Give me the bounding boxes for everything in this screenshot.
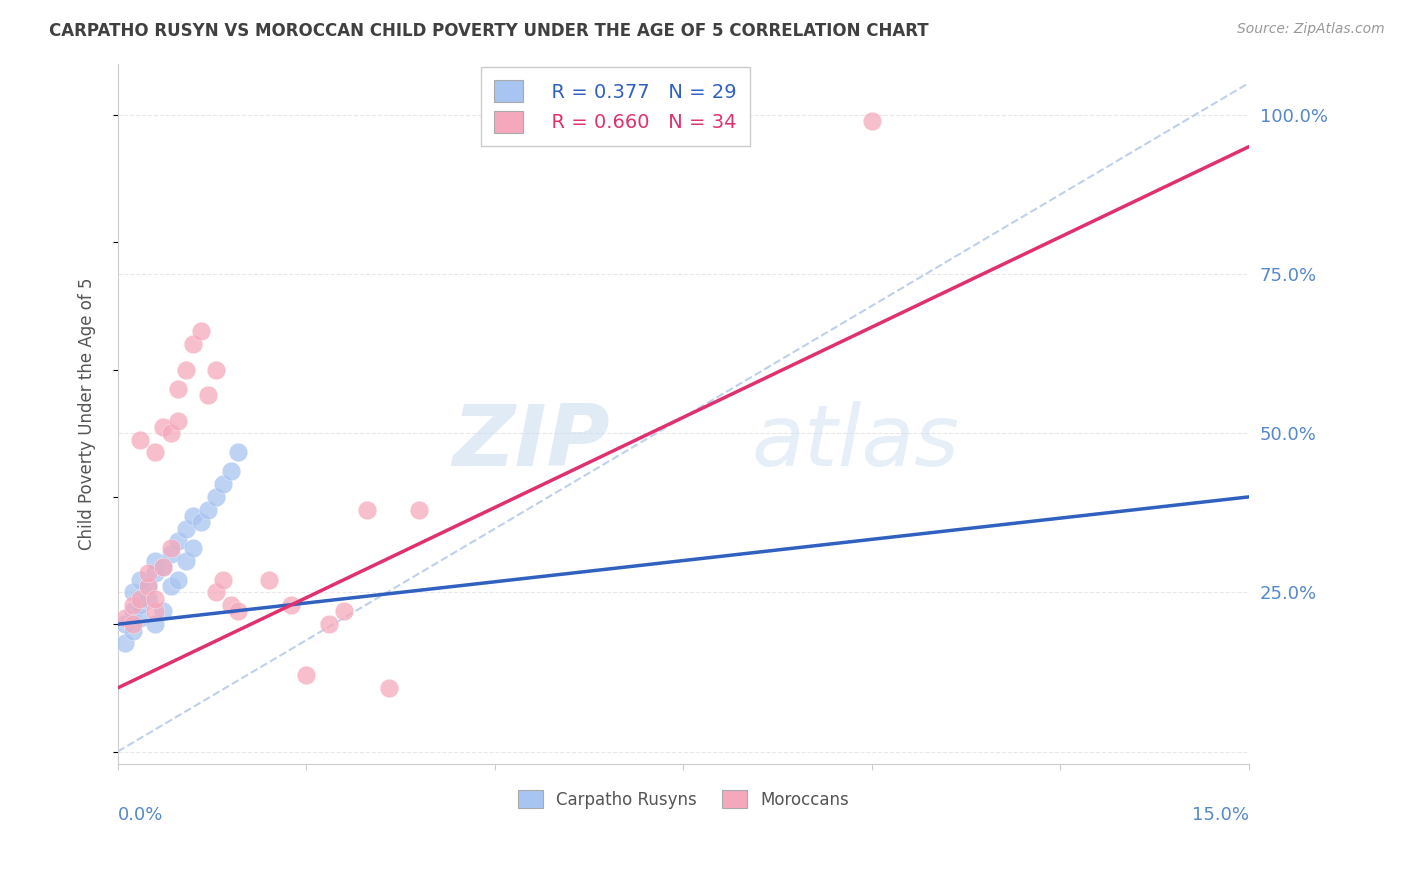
Point xyxy=(295,668,318,682)
Point xyxy=(204,362,226,376)
Point xyxy=(190,325,212,339)
Point xyxy=(152,420,174,434)
Point xyxy=(219,465,242,479)
Point xyxy=(145,617,167,632)
Point xyxy=(167,413,190,427)
Point xyxy=(204,490,226,504)
Point xyxy=(860,114,883,128)
Point xyxy=(228,445,250,459)
Point xyxy=(181,337,204,351)
Point xyxy=(167,573,190,587)
Point xyxy=(212,573,235,587)
Point xyxy=(122,624,145,638)
Point xyxy=(145,566,167,581)
Point xyxy=(122,605,145,619)
Point xyxy=(122,617,145,632)
Point xyxy=(280,598,302,612)
Point xyxy=(333,605,356,619)
Point xyxy=(167,382,190,396)
Point xyxy=(318,617,340,632)
Point xyxy=(212,477,235,491)
Point xyxy=(114,611,136,625)
Point xyxy=(122,598,145,612)
Point xyxy=(204,585,226,599)
Point xyxy=(228,605,250,619)
Point xyxy=(145,605,167,619)
Text: CARPATHO RUSYN VS MOROCCAN CHILD POVERTY UNDER THE AGE OF 5 CORRELATION CHART: CARPATHO RUSYN VS MOROCCAN CHILD POVERTY… xyxy=(49,22,929,40)
Point xyxy=(129,611,152,625)
Text: Source: ZipAtlas.com: Source: ZipAtlas.com xyxy=(1237,22,1385,37)
Point xyxy=(152,605,174,619)
Text: 0.0%: 0.0% xyxy=(118,806,163,824)
Point xyxy=(167,534,190,549)
Point xyxy=(152,560,174,574)
Point xyxy=(219,598,242,612)
Point xyxy=(197,502,219,516)
Point xyxy=(136,579,159,593)
Point xyxy=(145,553,167,567)
Point xyxy=(174,522,197,536)
Text: atlas: atlas xyxy=(751,401,959,483)
Point xyxy=(136,591,159,606)
Point xyxy=(159,426,181,441)
Point xyxy=(159,579,181,593)
Point xyxy=(378,681,401,695)
Point xyxy=(356,502,378,516)
Point xyxy=(136,579,159,593)
Point xyxy=(181,541,204,555)
Point xyxy=(129,591,152,606)
Point xyxy=(190,516,212,530)
Point xyxy=(129,573,152,587)
Point xyxy=(114,617,136,632)
Point xyxy=(152,560,174,574)
Legend: Carpatho Rusyns, Moroccans: Carpatho Rusyns, Moroccans xyxy=(508,780,859,819)
Point xyxy=(174,553,197,567)
Point xyxy=(136,566,159,581)
Point xyxy=(257,573,280,587)
Text: ZIP: ZIP xyxy=(453,401,610,483)
Point xyxy=(122,585,145,599)
Point xyxy=(174,362,197,376)
Point xyxy=(159,541,181,555)
Point xyxy=(159,547,181,561)
Point xyxy=(408,502,430,516)
Point xyxy=(114,636,136,650)
Y-axis label: Child Poverty Under the Age of 5: Child Poverty Under the Age of 5 xyxy=(79,278,96,550)
Text: 15.0%: 15.0% xyxy=(1192,806,1249,824)
Point xyxy=(197,388,219,402)
Point xyxy=(129,433,152,447)
Point xyxy=(181,508,204,523)
Point xyxy=(129,598,152,612)
Point xyxy=(145,591,167,606)
Point xyxy=(145,445,167,459)
